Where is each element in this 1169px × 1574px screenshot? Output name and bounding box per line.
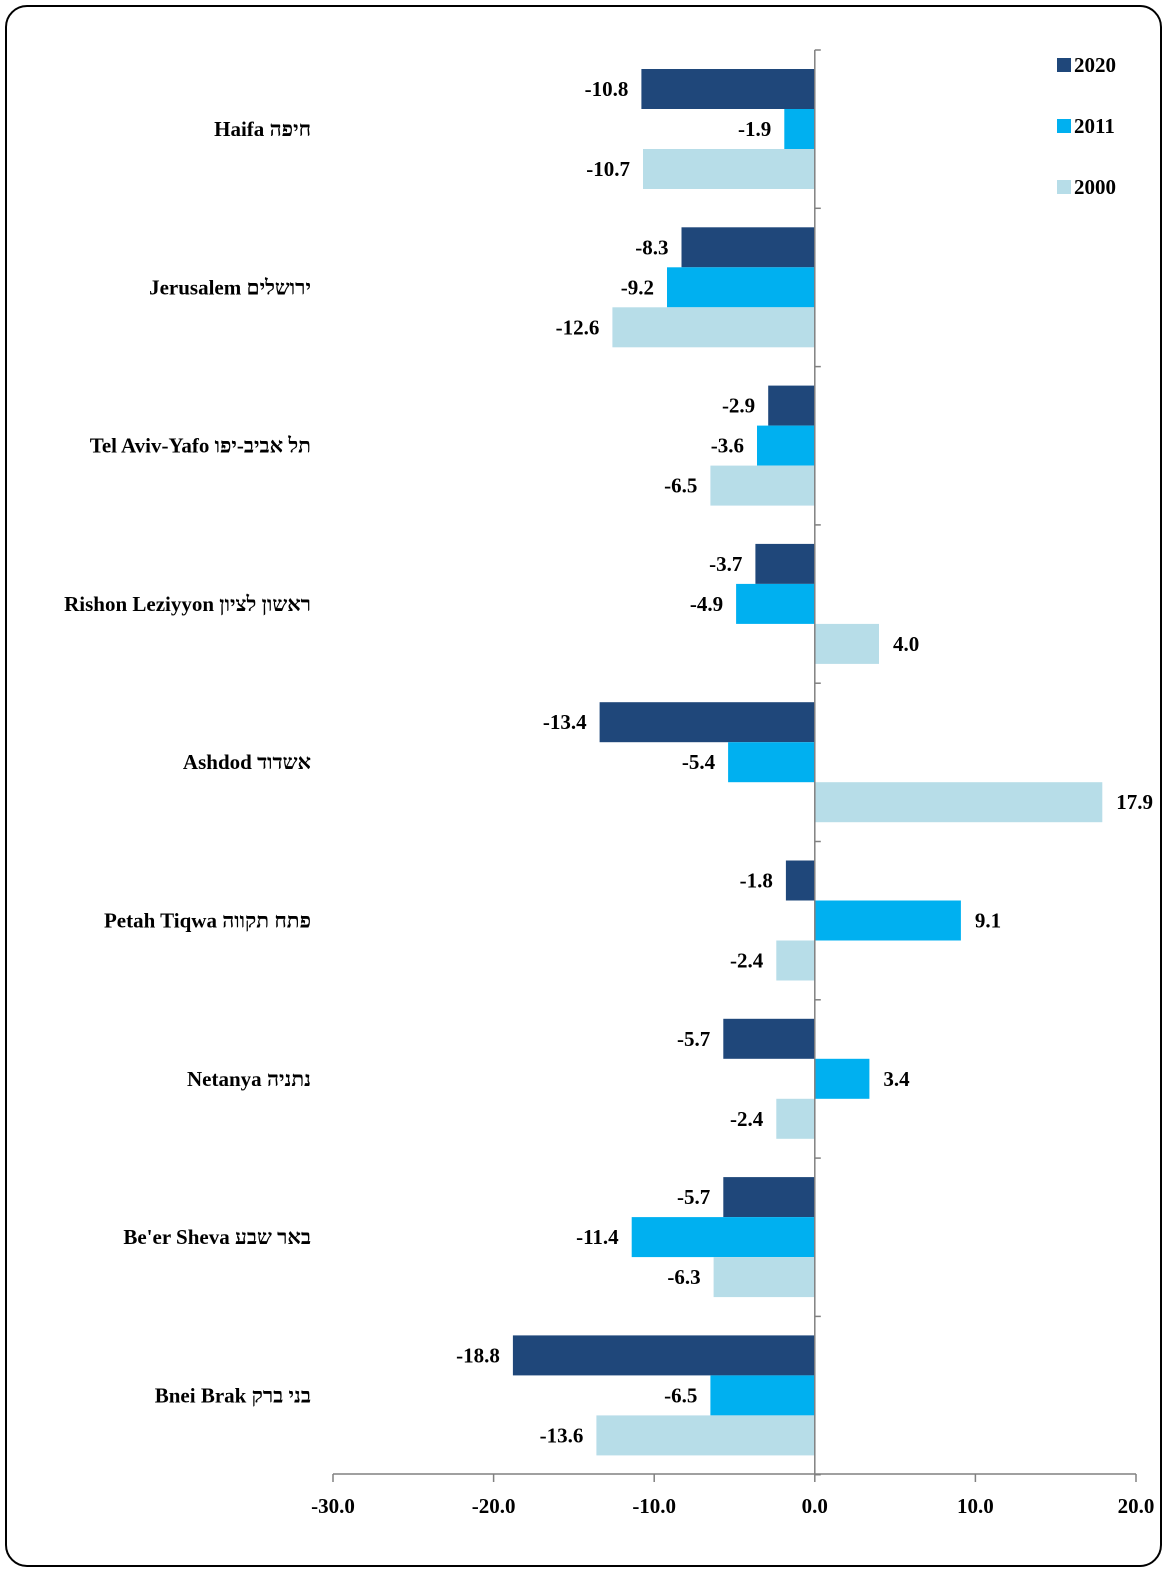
value-label: -6.5 bbox=[664, 1383, 697, 1407]
legend-label-2011: 2011 bbox=[1074, 114, 1115, 138]
value-label: -5.4 bbox=[682, 750, 716, 774]
bar-2000-6 bbox=[776, 1098, 815, 1139]
value-label: 9.1 bbox=[975, 909, 1001, 933]
legend: 2020 2011 2000 bbox=[1057, 53, 1116, 199]
category-label: Netanya נתניה bbox=[187, 1067, 311, 1091]
value-label: -8.3 bbox=[635, 235, 668, 259]
category-label: Rishon Leziyyon ראשון לציון bbox=[64, 592, 311, 616]
value-label: -1.9 bbox=[738, 117, 771, 141]
value-label: -10.8 bbox=[585, 77, 629, 101]
bar-2011-6 bbox=[814, 1058, 870, 1099]
bar-2011-1 bbox=[667, 267, 815, 308]
category-label: Ashdod אשדוד bbox=[183, 750, 311, 774]
legend-label-2020: 2020 bbox=[1074, 53, 1116, 77]
bar-2011-4 bbox=[728, 742, 815, 783]
x-tick-label: -30.0 bbox=[311, 1494, 355, 1518]
chart-frame bbox=[5, 5, 1162, 1567]
value-label: -4.9 bbox=[690, 592, 723, 616]
bar-2011-3 bbox=[736, 583, 815, 624]
value-label: -6.5 bbox=[664, 474, 697, 498]
bars-layer bbox=[512, 69, 1103, 1456]
value-label: -3.6 bbox=[711, 434, 744, 458]
bar-2011-2 bbox=[757, 425, 815, 466]
bar-2020-4 bbox=[599, 702, 815, 743]
category-label: Bnei Brak בני ברק bbox=[155, 1383, 311, 1407]
bar-2000-2 bbox=[710, 465, 815, 506]
bar-2020-2 bbox=[768, 385, 815, 426]
axes-layer: -30.0 -20.0 -10.0 0.0 10.0 20.0 bbox=[311, 49, 1155, 1518]
value-label: -2.4 bbox=[730, 1107, 764, 1131]
legend-swatch-2000 bbox=[1057, 180, 1071, 194]
category-labels-layer: Haifa חיפה Jerusalem ירושלים Tel Aviv-Yafo… bbox=[64, 117, 311, 1407]
x-tick-label: -10.0 bbox=[632, 1494, 676, 1518]
bar-2011-7 bbox=[631, 1217, 815, 1258]
x-tick-label: 20.0 bbox=[1118, 1494, 1155, 1518]
value-label: -2.9 bbox=[722, 394, 755, 418]
bar-2000-4 bbox=[814, 782, 1103, 823]
bar-2000-3 bbox=[814, 623, 879, 664]
bar-2020-6 bbox=[723, 1018, 815, 1059]
x-tick-label: -20.0 bbox=[472, 1494, 516, 1518]
value-label: -11.4 bbox=[576, 1225, 619, 1249]
bar-2020-7 bbox=[723, 1177, 815, 1218]
value-label: 3.4 bbox=[883, 1067, 910, 1091]
bar-2020-1 bbox=[681, 227, 815, 268]
bar-2011-5 bbox=[814, 900, 961, 941]
value-label: -13.6 bbox=[540, 1423, 584, 1447]
x-tick-label: 0.0 bbox=[802, 1494, 828, 1518]
legend-label-2000: 2000 bbox=[1074, 175, 1116, 199]
bar-2000-8 bbox=[596, 1415, 815, 1456]
value-label: -5.7 bbox=[677, 1185, 710, 1209]
bar-2000-7 bbox=[713, 1257, 815, 1298]
category-label: Be'er Sheva באר שבע bbox=[123, 1225, 311, 1249]
category-label: Jerusalem ירושלים bbox=[149, 275, 311, 299]
value-label: -13.4 bbox=[543, 710, 587, 734]
bar-2011-8 bbox=[710, 1375, 815, 1416]
value-label: 4.0 bbox=[893, 632, 919, 656]
value-label: -2.4 bbox=[730, 949, 764, 973]
value-label: -10.7 bbox=[586, 157, 630, 181]
value-label: -5.7 bbox=[677, 1027, 710, 1051]
value-labels-layer: -10.8 -1.9 -10.7 -8.3 -9.2 -12.6 -2.9 -3.6 -6.5 -… bbox=[456, 77, 1153, 1447]
x-tick-label: 10.0 bbox=[957, 1494, 994, 1518]
value-label: -6.3 bbox=[667, 1265, 700, 1289]
bar-2000-5 bbox=[776, 940, 815, 981]
legend-swatch-2011 bbox=[1057, 119, 1071, 133]
legend-swatch-2020 bbox=[1057, 58, 1071, 72]
value-label: 17.9 bbox=[1116, 790, 1153, 814]
category-label: Haifa חיפה bbox=[214, 117, 311, 141]
bar-2020-8 bbox=[512, 1335, 815, 1376]
category-label: Tel Aviv-Yafo תל אביב-יפו bbox=[90, 434, 311, 458]
bar-2020-0 bbox=[641, 69, 815, 109]
bar-2020-5 bbox=[785, 860, 815, 901]
value-label: -9.2 bbox=[621, 275, 654, 299]
bar-2011-0 bbox=[784, 109, 815, 149]
category-label: Petah Tiqwa פתח תקווה bbox=[104, 909, 311, 933]
value-label: -18.8 bbox=[456, 1343, 500, 1367]
bar-2000-1 bbox=[612, 307, 815, 348]
bar-2000-0 bbox=[643, 149, 815, 189]
value-label: -3.7 bbox=[709, 552, 742, 576]
value-label: -12.6 bbox=[556, 315, 600, 339]
bar-2020-3 bbox=[755, 543, 815, 584]
value-label: -1.8 bbox=[740, 869, 773, 893]
